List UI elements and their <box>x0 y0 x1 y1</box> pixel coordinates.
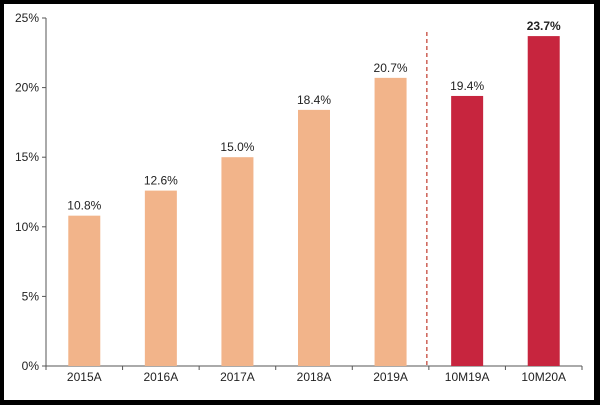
data-labels-group: 10.8% 12.6% 15.0% 18.4% 20.7% 19.4% 23.7% <box>67 19 561 213</box>
x-tick-label: 10M20A <box>521 370 566 384</box>
x-tick-label: 2017A <box>220 370 255 384</box>
y-axis-ticks: 0% 5% 10% 15% 20% 25% <box>15 11 46 373</box>
x-tick-label: 2019A <box>373 370 408 384</box>
bar-2015a <box>68 215 101 366</box>
data-label: 10.8% <box>67 199 101 213</box>
x-tick-label: 10M19A <box>445 370 490 384</box>
data-label: 19.4% <box>450 79 484 93</box>
y-tick-label: 15% <box>15 150 39 164</box>
bar-chart: 0%5%10%15%20%25% 2015A 2016A 2017A 2018A 201… <box>15 11 583 384</box>
x-tick-label: 2016A <box>144 370 179 384</box>
bar-10m19a <box>451 95 484 367</box>
bar-2019a <box>374 77 407 366</box>
y-tick-label: 25% <box>15 11 39 25</box>
bar-2016a <box>144 190 177 366</box>
x-tick-label: 2015A <box>67 370 102 384</box>
bar-10m20a <box>527 36 560 366</box>
data-label: 12.6% <box>144 174 178 188</box>
chart-frame: 0% 5% 10% 15% 20% 25% 2015A 2016A 2017A 2018A 201… <box>4 4 594 400</box>
x-axis-ticks: 2015A 2016A 2017A 2018A 2019A 10M19A 10M20A <box>45 366 583 384</box>
data-label: 18.4% <box>297 93 331 107</box>
data-label: 23.7% <box>527 19 561 33</box>
y-tick-label: 5% <box>22 289 40 303</box>
bars-group <box>68 36 560 367</box>
data-label: 20.7% <box>374 61 408 75</box>
x-tick-label: 2018A <box>297 370 332 384</box>
data-label: 15.0% <box>220 140 254 154</box>
bar-2018a <box>298 109 330 366</box>
y-tick-label: 10% <box>15 220 39 234</box>
y-tick-label: 20% <box>15 81 39 95</box>
y-tick-label: 0% <box>22 359 40 373</box>
bar-2017a <box>221 157 254 366</box>
